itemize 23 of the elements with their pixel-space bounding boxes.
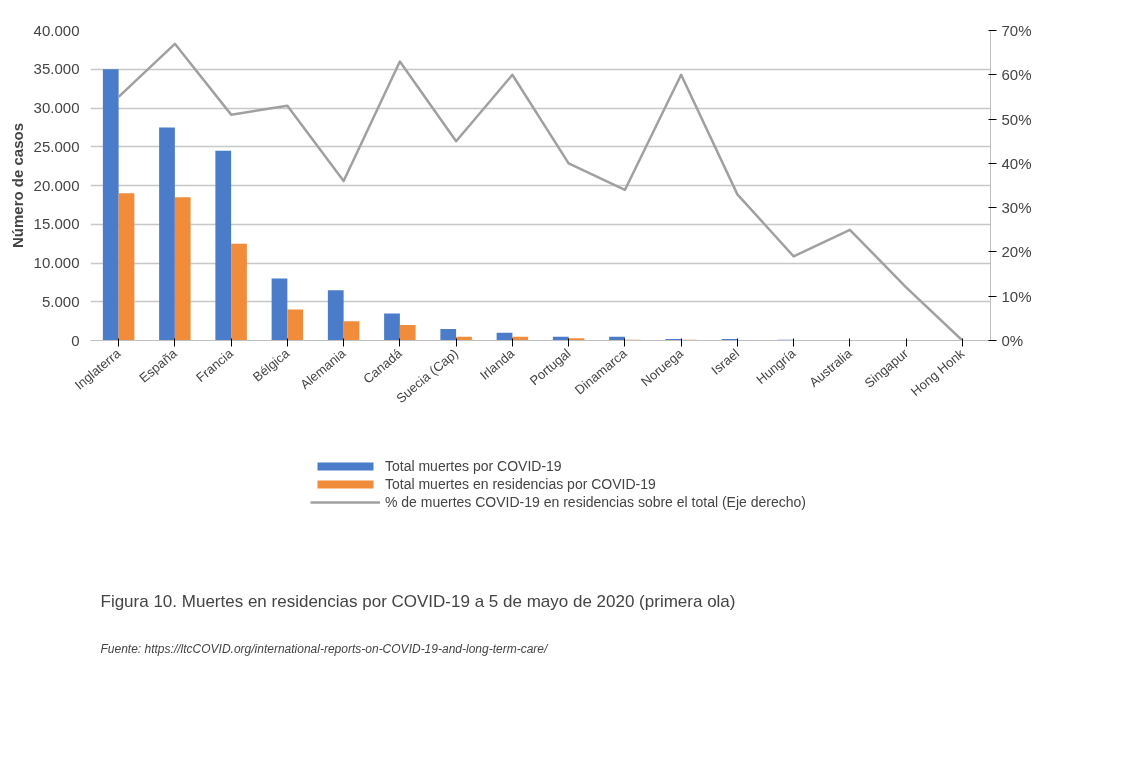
- source-note: Fuente: https://ltcCOVID.org/international-reports-on-COVID-19-and-long-term-care/: [100, 641, 550, 656]
- legend-label: Total muertes en residencias por COVID-19: [385, 476, 656, 492]
- y2-tick-label: 20%: [1001, 243, 1032, 261]
- y-tick-label: 10.000: [33, 254, 80, 271]
- y2-tick-label: 30%: [1001, 199, 1032, 217]
- y-tick-label: 40.000: [33, 21, 80, 39]
- y-tick-label: 5.000: [41, 292, 80, 310]
- text: Figura 10. Muertes en residencias por COVID-19 a 5 de mayo de 2020 (primera ola): [100, 591, 736, 611]
- y-tick-label: 0: [71, 331, 80, 349]
- y2-tick-label: 50%: [1001, 110, 1032, 128]
- y2-tick-label: 10%: [1001, 287, 1032, 305]
- legend-label: % de muertes COVID-19 en residencias sobre el total (Eje derecho): [385, 494, 806, 510]
- y-tick-label: 15.000: [33, 215, 80, 233]
- y2-tick-label: 70%: [1001, 22, 1032, 39]
- y-axis-title: Número de casos: [8, 122, 26, 249]
- y-tick-label: 25.000: [33, 137, 80, 155]
- y2-tick-label: 0%: [1001, 332, 1024, 349]
- y-tick-label: 20.000: [33, 176, 80, 194]
- y2-tick-label: 40%: [1001, 154, 1032, 172]
- legend-label: Total muertes por COVID-19: [385, 458, 562, 474]
- y2-tick-label: 60%: [1001, 66, 1032, 84]
- y-tick-label: 30.000: [33, 99, 80, 116]
- y-tick-label: 35.000: [33, 60, 80, 78]
